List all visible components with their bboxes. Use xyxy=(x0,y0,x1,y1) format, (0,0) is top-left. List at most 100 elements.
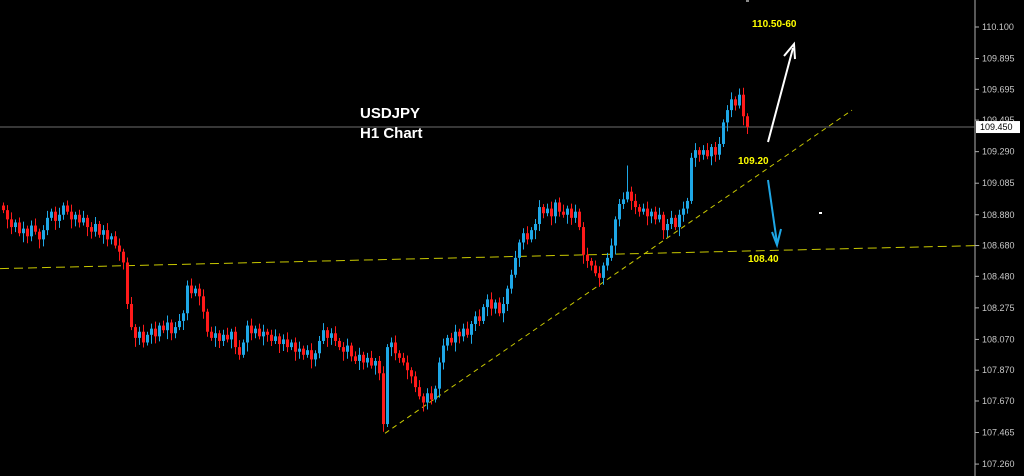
candle xyxy=(714,142,717,162)
candle-body xyxy=(290,342,293,348)
candle-body xyxy=(326,330,329,338)
candle xyxy=(66,200,69,215)
candle xyxy=(530,227,533,243)
candle-body xyxy=(626,191,629,200)
candle xyxy=(706,143,709,160)
candle-body xyxy=(690,157,693,201)
candle-body xyxy=(370,357,373,366)
candle xyxy=(414,371,417,393)
candle-body xyxy=(678,214,681,228)
candle xyxy=(694,143,697,167)
candle xyxy=(270,329,273,346)
candle-body xyxy=(646,208,649,217)
candle-body xyxy=(530,230,533,240)
candle-body xyxy=(238,347,241,355)
candle-body xyxy=(246,325,249,343)
candle-body xyxy=(118,245,121,252)
candle xyxy=(454,324,457,352)
candle xyxy=(26,225,29,244)
candle-body xyxy=(478,316,481,321)
candle xyxy=(338,337,341,351)
candle xyxy=(130,297,133,331)
candle xyxy=(738,88,741,109)
candle xyxy=(210,326,213,341)
candle-body xyxy=(502,304,505,314)
candle xyxy=(334,326,337,346)
candle-body xyxy=(378,360,381,374)
candle xyxy=(206,308,209,337)
candle-body xyxy=(398,353,401,358)
candle-body xyxy=(474,316,477,325)
candle-body xyxy=(606,257,609,266)
y-tick-label: 108.480 xyxy=(982,271,1015,281)
candle-body xyxy=(742,94,745,117)
candle xyxy=(470,321,473,344)
candle-body xyxy=(694,150,697,158)
candle xyxy=(178,313,181,331)
candle xyxy=(110,233,113,245)
candle-body xyxy=(438,362,441,389)
candle-body xyxy=(146,334,149,343)
candle-body xyxy=(450,337,453,343)
candle xyxy=(290,339,293,351)
candle xyxy=(194,285,197,297)
candle xyxy=(686,197,689,214)
candle xyxy=(462,323,465,342)
candle-body xyxy=(518,242,521,258)
candle xyxy=(662,211,665,240)
candle-body xyxy=(202,296,205,312)
candle-body xyxy=(462,328,465,337)
candle xyxy=(586,247,589,268)
candle-body xyxy=(14,222,17,228)
candle xyxy=(506,285,509,312)
y-tick-label: 109.085 xyxy=(982,178,1015,188)
candle xyxy=(22,221,25,243)
candle xyxy=(650,208,653,224)
candle-body xyxy=(618,203,621,220)
candle xyxy=(230,328,233,349)
candle-body xyxy=(230,331,233,340)
candle xyxy=(358,347,361,370)
candle-body xyxy=(170,322,173,334)
candle-body xyxy=(58,214,61,221)
candle xyxy=(82,210,85,226)
candle-body xyxy=(254,328,257,334)
candle-body xyxy=(610,245,613,258)
candle-body xyxy=(498,302,501,314)
candle-body xyxy=(338,340,341,348)
candle-body xyxy=(102,230,105,235)
chart-subtitle: H1 Chart xyxy=(360,125,423,142)
candle xyxy=(610,238,613,261)
candle-body xyxy=(266,331,269,335)
candle xyxy=(262,324,265,346)
candle xyxy=(150,323,153,344)
candle xyxy=(422,393,425,412)
candle xyxy=(718,136,721,160)
chart-title: USDJPY xyxy=(360,105,421,122)
candle xyxy=(346,338,349,359)
candle-body xyxy=(542,207,545,214)
candle xyxy=(578,208,581,231)
candle xyxy=(302,345,305,360)
candle xyxy=(746,113,749,135)
candle-body xyxy=(490,299,493,309)
candle xyxy=(482,304,485,324)
candle xyxy=(86,214,89,237)
candle xyxy=(166,315,169,340)
y-tick-label: 108.680 xyxy=(982,241,1015,251)
candle-body xyxy=(590,260,593,266)
candle xyxy=(438,357,441,398)
candle-body xyxy=(74,214,77,220)
candle xyxy=(94,216,97,237)
candle-body xyxy=(114,236,117,246)
candle xyxy=(710,144,713,166)
candle xyxy=(670,210,673,229)
candle xyxy=(214,326,217,347)
candle-body xyxy=(410,370,413,377)
candle-body xyxy=(702,150,705,155)
candle xyxy=(442,338,445,370)
trendline-support xyxy=(0,245,981,270)
candle xyxy=(354,351,357,364)
candle xyxy=(622,192,625,209)
candle-body xyxy=(718,143,721,155)
